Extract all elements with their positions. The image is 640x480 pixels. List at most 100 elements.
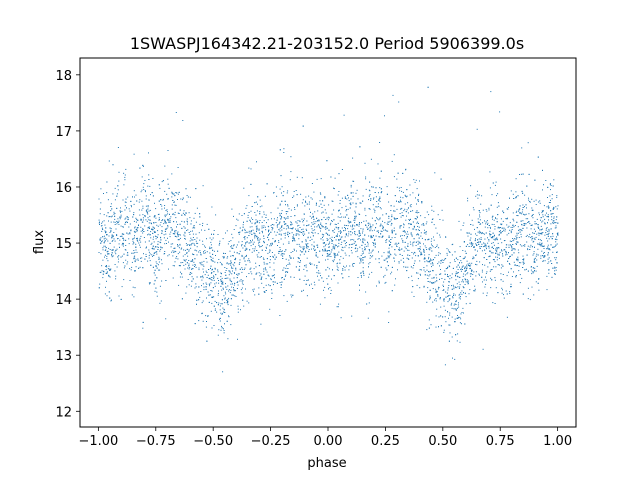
data-point bbox=[135, 194, 137, 196]
data-point bbox=[519, 212, 521, 214]
data-point bbox=[102, 228, 104, 230]
data-point bbox=[429, 247, 431, 248]
data-point bbox=[425, 223, 427, 225]
data-point bbox=[217, 234, 219, 235]
data-point bbox=[326, 160, 328, 162]
data-point bbox=[189, 273, 191, 275]
data-point bbox=[281, 250, 283, 252]
data-point bbox=[278, 253, 280, 254]
data-point bbox=[127, 221, 128, 223]
data-point bbox=[335, 244, 337, 246]
data-point bbox=[203, 289, 205, 291]
data-point bbox=[279, 215, 281, 217]
data-point bbox=[403, 261, 405, 263]
data-point bbox=[282, 243, 284, 245]
data-point bbox=[226, 302, 228, 304]
data-point bbox=[200, 291, 202, 292]
data-point bbox=[337, 246, 338, 248]
data-point bbox=[454, 259, 455, 261]
data-point bbox=[457, 259, 459, 261]
data-point bbox=[507, 208, 509, 210]
data-point bbox=[291, 223, 293, 225]
data-point bbox=[376, 206, 378, 208]
data-point bbox=[144, 180, 146, 181]
data-point bbox=[221, 313, 223, 315]
data-point bbox=[439, 278, 440, 280]
data-point bbox=[158, 258, 160, 260]
data-point bbox=[426, 260, 428, 262]
data-point bbox=[537, 232, 539, 234]
data-point bbox=[342, 277, 344, 279]
data-point bbox=[279, 251, 281, 252]
data-point bbox=[334, 255, 336, 257]
data-point bbox=[152, 255, 153, 257]
data-point bbox=[233, 255, 234, 257]
data-point bbox=[510, 226, 512, 228]
data-point bbox=[555, 219, 557, 221]
data-point bbox=[205, 258, 207, 259]
data-point bbox=[412, 267, 414, 269]
data-point bbox=[352, 224, 354, 226]
data-point bbox=[403, 210, 405, 212]
data-point bbox=[241, 267, 243, 269]
data-point bbox=[163, 237, 165, 239]
data-point bbox=[508, 225, 510, 227]
data-point bbox=[171, 228, 173, 230]
data-point bbox=[555, 227, 557, 229]
data-point bbox=[244, 249, 246, 251]
data-point bbox=[306, 225, 308, 227]
data-point bbox=[495, 217, 496, 219]
data-point bbox=[368, 195, 370, 197]
data-point bbox=[449, 312, 451, 314]
data-point bbox=[553, 246, 555, 248]
data-point bbox=[186, 286, 188, 288]
data-point bbox=[277, 207, 279, 209]
data-point bbox=[386, 261, 388, 263]
data-point bbox=[406, 209, 408, 211]
data-point bbox=[177, 245, 179, 247]
data-point bbox=[246, 276, 247, 278]
data-point bbox=[192, 253, 194, 255]
data-point bbox=[407, 212, 409, 214]
data-point bbox=[157, 234, 159, 236]
data-point bbox=[164, 219, 166, 221]
data-point bbox=[230, 324, 232, 326]
data-point bbox=[451, 285, 452, 287]
data-point bbox=[477, 218, 479, 220]
data-point bbox=[124, 209, 126, 211]
data-point bbox=[429, 261, 430, 263]
data-point bbox=[408, 207, 409, 209]
data-point bbox=[163, 223, 165, 225]
data-point bbox=[351, 252, 353, 254]
data-point bbox=[332, 260, 334, 262]
data-point bbox=[281, 212, 282, 214]
data-point bbox=[256, 161, 257, 163]
data-point bbox=[364, 246, 366, 248]
data-point bbox=[317, 275, 318, 277]
data-point bbox=[175, 251, 177, 253]
data-point bbox=[132, 243, 134, 245]
data-point bbox=[241, 271, 243, 273]
data-point bbox=[116, 195, 118, 197]
data-point bbox=[552, 246, 553, 248]
data-point bbox=[147, 229, 149, 231]
data-point bbox=[250, 168, 252, 170]
data-point bbox=[276, 282, 278, 284]
data-point bbox=[316, 267, 318, 269]
data-point bbox=[241, 292, 243, 294]
data-point bbox=[333, 219, 335, 221]
data-point bbox=[343, 216, 345, 218]
data-point bbox=[155, 265, 157, 266]
data-point bbox=[173, 201, 175, 203]
data-point bbox=[134, 196, 135, 198]
data-point bbox=[228, 290, 230, 292]
data-point bbox=[510, 286, 511, 288]
data-point bbox=[341, 216, 343, 218]
data-point bbox=[157, 225, 159, 227]
data-point bbox=[133, 250, 135, 251]
data-point bbox=[116, 220, 118, 222]
data-point bbox=[464, 323, 466, 325]
data-point bbox=[498, 234, 500, 236]
data-point bbox=[459, 284, 461, 286]
data-point bbox=[439, 298, 441, 300]
